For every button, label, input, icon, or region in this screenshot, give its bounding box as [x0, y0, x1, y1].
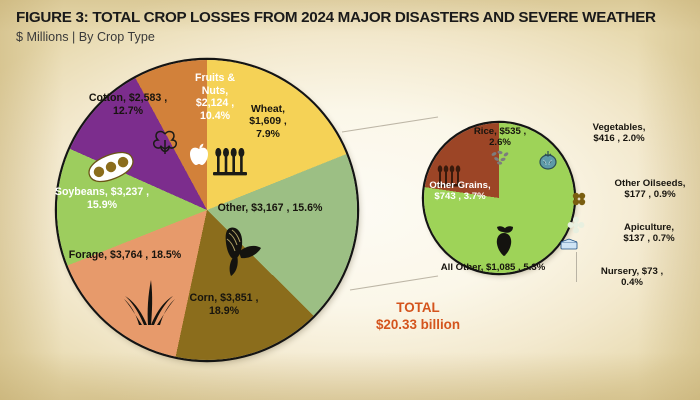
- total-callout: TOTAL $20.33 billion: [342, 300, 494, 334]
- slice-label-apiculture: Apiculture, $137 , 0.7%: [623, 222, 675, 245]
- total-label: TOTAL: [396, 300, 440, 315]
- header: FIGURE 3: TOTAL CROP LOSSES FROM 2024 MA…: [0, 0, 700, 52]
- slice-label-other-oilseeds: Other Oilseeds, $177 , 0.9%: [614, 178, 686, 201]
- callout-connector-lines: [341, 116, 439, 291]
- footer: American Farm Bureau Federation® Source:…: [0, 358, 700, 400]
- page-title: FIGURE 3: TOTAL CROP LOSSES FROM 2024 MA…: [16, 9, 656, 26]
- breakout-pie-chart: [424, 123, 574, 273]
- total-value: $20.33 billion: [375, 316, 461, 332]
- nursery-leader-line: [576, 252, 578, 282]
- main-pie-chart: [57, 60, 357, 360]
- nursery-icon: [560, 238, 578, 250]
- slice-label-vegetables: Vegetables, $416 , 2.0%: [592, 122, 646, 145]
- slice-label-nursery: Nursery, $73 , 0.4%: [600, 266, 664, 289]
- main-pie-slice-borders: [57, 60, 357, 360]
- page-subtitle: $ Millions | By Crop Type: [16, 30, 155, 44]
